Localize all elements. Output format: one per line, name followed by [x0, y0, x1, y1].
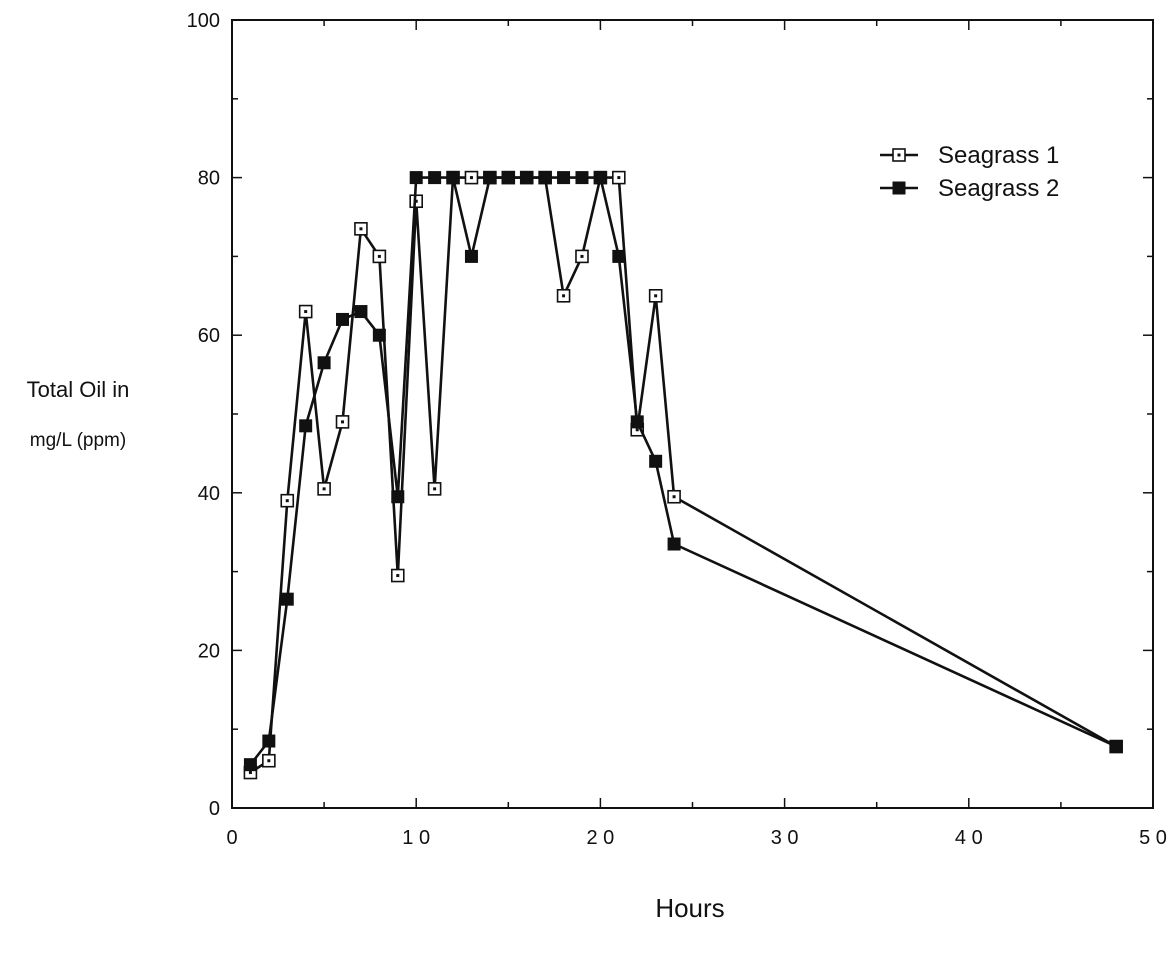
series-1-point-center [433, 487, 437, 491]
series-1-point-center [248, 771, 252, 775]
y-axis-title-line-1: Total Oil in [27, 377, 130, 402]
series-2 [243, 171, 1123, 772]
x-axis-title: Hours [655, 893, 724, 923]
legend-label: Seagrass 2 [938, 175, 1059, 202]
series-1-point-center [377, 254, 381, 258]
series-2-point [630, 415, 644, 429]
series-1-point-center [396, 574, 400, 578]
x-tick-label: 1 0 [402, 827, 430, 849]
legend: Seagrass 1 Seagrass 2 [880, 142, 1059, 202]
y-tick-label: 20 [198, 640, 220, 662]
series-2-point [317, 356, 331, 370]
series-2-point [372, 328, 386, 342]
series-2-point [483, 171, 497, 185]
axis-labels: Hours Total Oil in mg/L (ppm) [27, 377, 725, 923]
series-2-point [501, 171, 515, 185]
series-1-point-center [267, 759, 271, 763]
series-group [243, 170, 1123, 780]
legend-label: Seagrass 1 [938, 142, 1059, 169]
x-tick-label: 2 0 [586, 827, 614, 849]
y-axis-title-line-2: mg/L (ppm) [30, 430, 126, 451]
series-1-point-center [580, 254, 584, 258]
y-tick-label: 60 [198, 325, 220, 347]
series-1-point-center [562, 294, 566, 298]
series-2-point [391, 490, 405, 504]
series-2-point [280, 592, 294, 606]
series-2-point [538, 171, 552, 185]
y-tick-label: 0 [209, 798, 220, 820]
x-tick-label: 0 [226, 827, 237, 849]
legend-swatch-marker-center [897, 153, 901, 157]
x-tick-label: 3 0 [771, 827, 799, 849]
series-1-point-center [672, 495, 676, 499]
series-2-point [336, 312, 350, 326]
series-1-point-center [617, 176, 621, 180]
series-1-point-center [304, 310, 308, 314]
series-1-point-center [341, 420, 345, 424]
series-2-point [262, 734, 276, 748]
series-1-point-center [414, 199, 418, 203]
series-2-point [299, 419, 313, 433]
series-2-point [354, 305, 368, 319]
series-2-point [243, 758, 257, 772]
axis-ticks: 0 1 0 2 0 3 0 4 0 5 0 0 20 40 60 80 100 [187, 10, 1167, 849]
series-2-point [557, 171, 571, 185]
y-tick-label: 40 [198, 483, 220, 505]
series-2-point [612, 249, 626, 263]
series-2-point [575, 171, 589, 185]
legend-swatch-marker [892, 181, 906, 195]
series-1-point-center [359, 227, 363, 231]
x-tick-label: 4 0 [955, 827, 983, 849]
series-1-line [249, 176, 1117, 774]
series-1-point-center [285, 499, 289, 503]
series-2-point [409, 171, 423, 185]
y-tick-label: 100 [187, 10, 220, 32]
series-2-point [464, 249, 478, 263]
series-2-point [667, 537, 681, 551]
series-2-point [649, 454, 663, 468]
series-1-point-center [322, 487, 326, 491]
x-tick-label: 5 0 [1139, 827, 1167, 849]
series-2-point [428, 171, 442, 185]
series-1-point-center [654, 294, 658, 298]
series-2-point [520, 171, 534, 185]
series-2-point [1109, 740, 1123, 754]
y-tick-label: 80 [198, 168, 220, 190]
series-1-point-center [635, 428, 639, 432]
series-1-point-center [469, 176, 473, 180]
series-2-point [593, 171, 607, 185]
series-2-point [446, 171, 460, 185]
